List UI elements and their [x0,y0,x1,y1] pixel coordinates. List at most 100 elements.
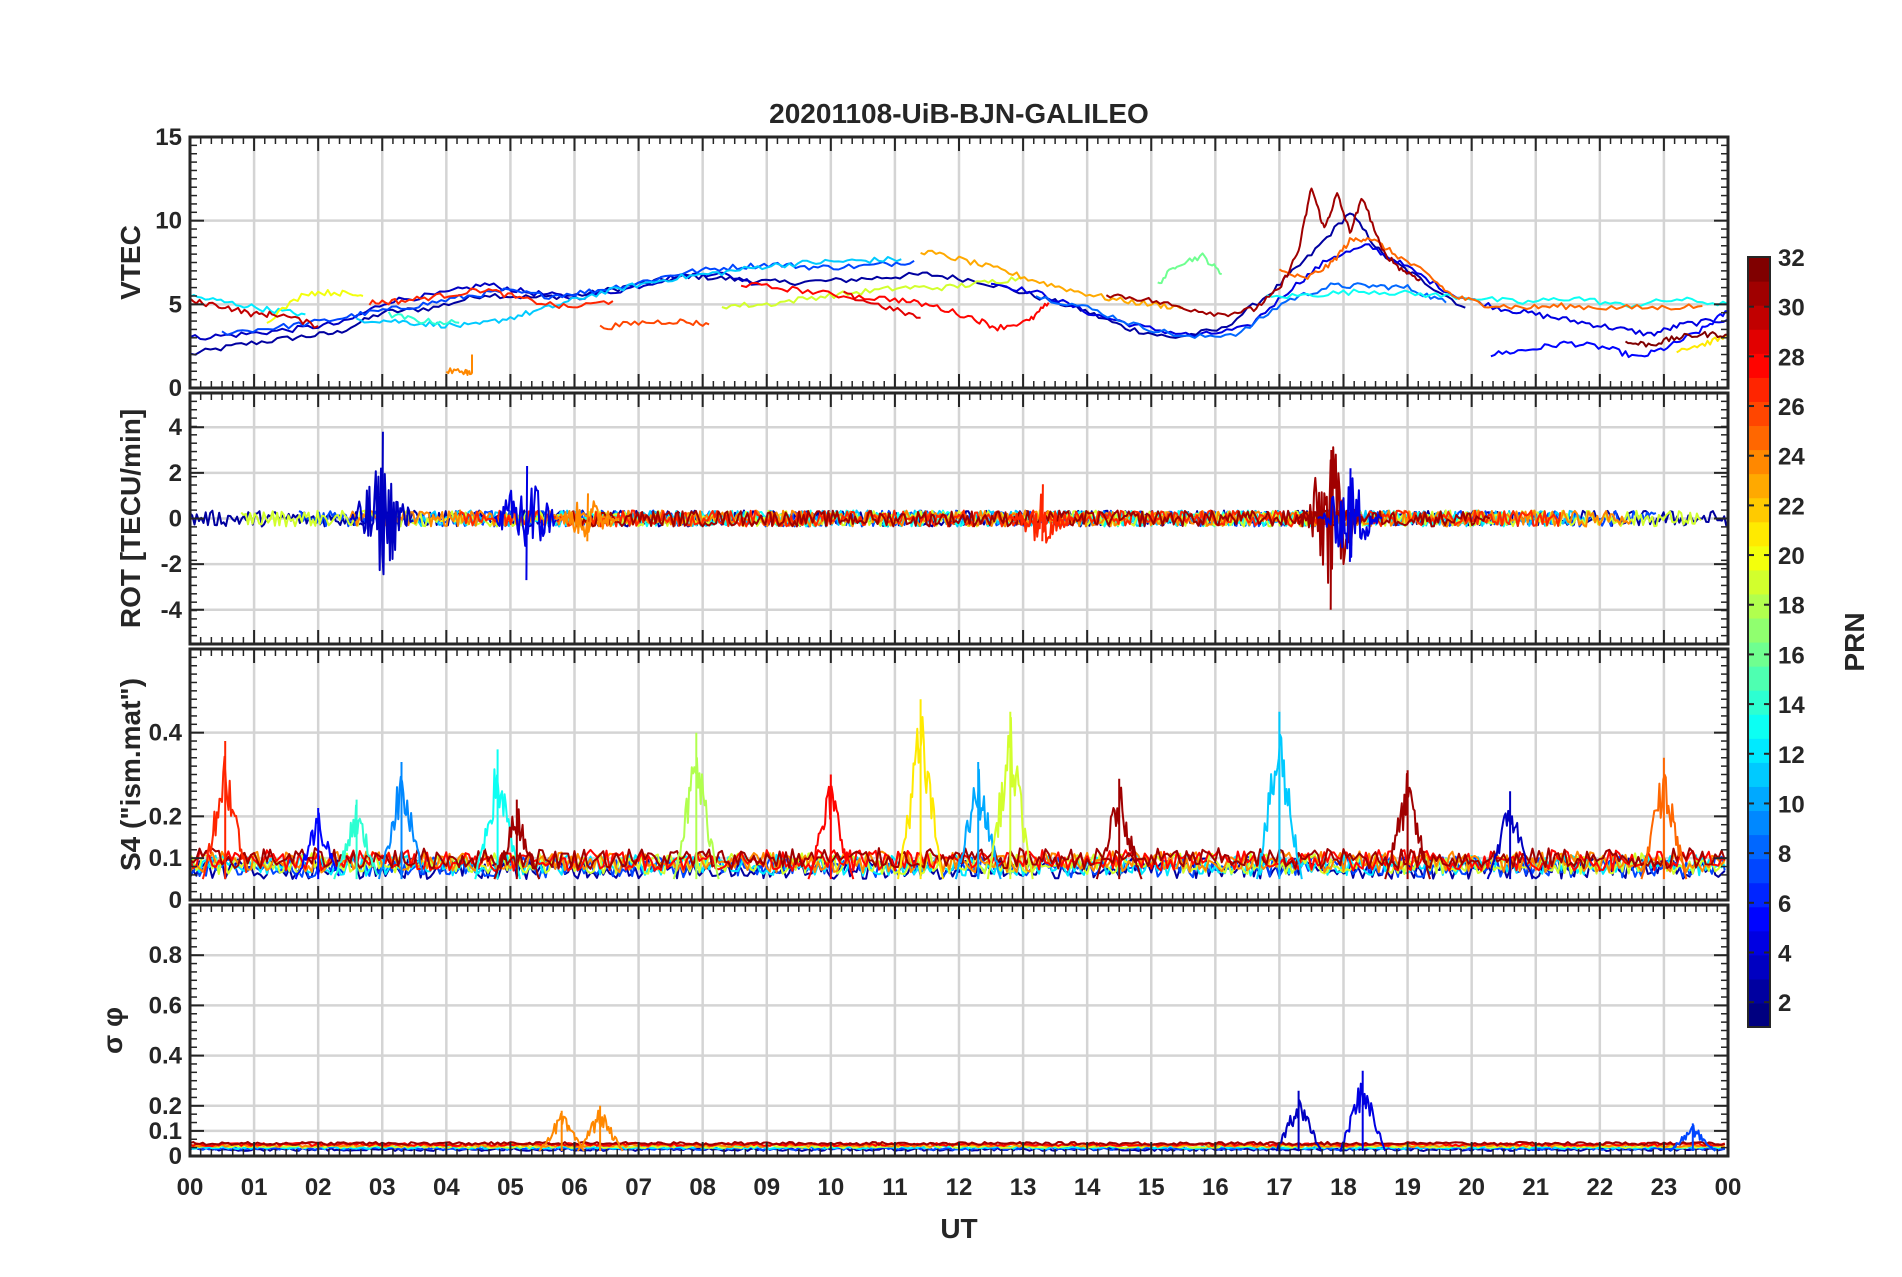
vtec-trace-prn-30 [190,297,319,329]
rot-burst-prn-24 [554,493,620,542]
colorbar-segment [1748,593,1770,619]
y-tick-label: 0.2 [149,1093,182,1120]
panel-1-data [190,187,1728,376]
colorbar-segment [1748,858,1770,884]
colorbar-segment [1748,906,1770,932]
colorbar-segment [1748,281,1770,306]
s4-peak-prn-11 [1256,711,1303,880]
y-tick-label: -2 [161,551,182,578]
vtec-trace-prn-16 [1157,252,1223,285]
colorbar-segment [1748,425,1770,451]
colorbar-segment [1748,690,1770,715]
vtec-trace-prn-27 [368,287,614,309]
vtec-trace-prn-26 [599,318,710,331]
colorbar-segment [1748,569,1770,595]
colorbar-tick-label: 18 [1778,593,1805,620]
chart-title: 20201108-UiB-BJN-GALILEO [769,98,1149,129]
vtec-trace-prn-8 [1035,282,1447,339]
colorbar-segment [1748,545,1770,571]
s4-peak-prn-28 [807,774,855,880]
colorbar-segment [1748,978,1770,1004]
x-tick-label: 21 [1522,1174,1549,1201]
y-tick-label: 0.2 [149,803,182,830]
colorbar-label: PRN [1839,612,1870,671]
panel-2-data [190,431,1728,610]
x-tick-label: 12 [946,1174,973,1201]
s4-peak-prn-31 [493,799,541,880]
x-tick-label: 17 [1266,1174,1293,1201]
vtec-trace-prn-25 [1278,237,1703,311]
y-tick-label: 0 [169,506,182,533]
s4-peak-prn-19 [986,711,1034,880]
y-tick-label: 4 [169,414,183,441]
panel-4-data [190,1070,1726,1152]
vtec-trace-prn-7 [221,259,915,336]
colorbar-segment [1748,449,1770,475]
panel-3-y-axis-label: S4 ("ism.mat") [115,678,146,871]
x-tick-label: 15 [1138,1174,1165,1201]
y-tick-label: 0.4 [149,720,183,747]
colorbar-segment [1748,473,1770,499]
y-tick-label: 0.1 [149,845,182,872]
panel-2-y-axis-label: ROT [TECU/min] [115,409,146,628]
vtec-trace-prn-24 [445,354,473,376]
colorbar-tick-label: 16 [1778,642,1805,669]
colorbar-tick-label: 14 [1778,692,1805,719]
colorbar-segment [1748,377,1770,402]
y-tick-label: 5 [169,291,182,318]
s4-peak-prn-21 [897,699,944,880]
colorbar-tick-label: 4 [1778,940,1792,967]
s4-peak-prn-14 [333,799,379,880]
colorbar-segment [1748,521,1770,547]
colorbar-segment [1748,329,1770,354]
colorbar-tick-label: 26 [1778,394,1805,421]
colorbar-segment [1748,954,1770,980]
colorbar-tick-label: 28 [1778,344,1805,371]
colorbar-segment [1748,738,1770,763]
vtec-trace-prn-32 [1624,330,1728,348]
vtec-trace-prn-21 [1676,334,1728,354]
x-tick-label: 02 [305,1174,332,1201]
colorbar-tick-label: 8 [1778,841,1791,868]
x-tick-label: 00 [1715,1174,1742,1201]
s4-peak-prn-27 [201,741,248,880]
s4-peak-prn-3 [1486,791,1534,880]
colorbar-segment [1748,353,1770,378]
y-tick-label: 0.8 [149,942,182,969]
s4-peak-prn-5 [294,808,341,880]
panel-1-y-axis-label: VTEC [115,225,146,300]
colorbar-segment [1748,497,1770,523]
colorbar-tick-label: 22 [1778,493,1805,520]
vtec-trace-prn-12 [190,294,306,317]
sigma-peak-prn-3 [1275,1090,1323,1152]
y-tick-label: 15 [155,124,182,151]
colorbar-segment [1748,834,1770,860]
colorbar-tick-label: 6 [1778,891,1791,918]
colorbar-segment [1748,257,1770,282]
x-tick-label: 11 [882,1174,907,1201]
colorbar-segment [1748,666,1770,691]
rot-burst-prn-4 [1317,468,1383,562]
colorbar-segment [1748,882,1770,908]
x-tick-label: 19 [1394,1174,1421,1201]
s4-peak-prn-18 [672,732,720,880]
s4-peak-prn-9 [378,762,424,880]
sigma-peak-prn-7 [1669,1123,1716,1152]
s4-trace-prn-28 [190,848,1726,872]
x-axis-label: UT [940,1213,977,1244]
colorbar-segment [1748,617,1770,643]
colorbar-tick-label: 12 [1778,742,1805,769]
colorbar-tick-label: 2 [1778,990,1791,1017]
vtec-trace-prn-11 [356,256,902,329]
x-tick-label: 03 [369,1174,396,1201]
panel-3-data [190,699,1726,880]
x-tick-label: 14 [1074,1174,1101,1201]
s4-peak-prn-13 [474,749,521,880]
x-tick-label: 04 [433,1174,460,1201]
s4-peak-prn-31 [1095,778,1143,880]
colorbar-segment [1748,1002,1770,1028]
x-tick-label: 16 [1202,1174,1229,1201]
s4-trace-prn-31 [190,847,1726,870]
